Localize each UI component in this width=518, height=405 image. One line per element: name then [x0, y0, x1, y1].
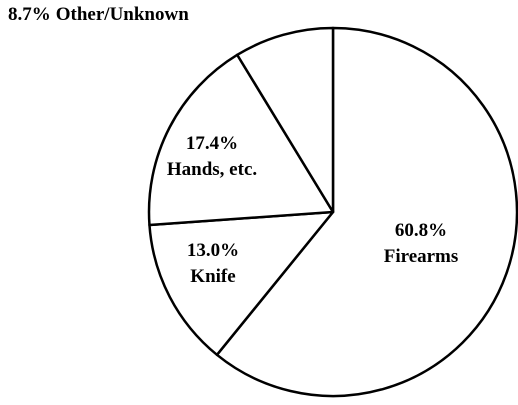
slice-percent: 8.7%: [8, 4, 51, 25]
slice-category: Hands, etc.: [167, 159, 257, 180]
slice-category: Knife: [190, 266, 235, 287]
slice-category: Firearms: [384, 246, 459, 267]
slice-category: Other/Unknown: [56, 4, 189, 25]
slice-percent: 13.0%: [187, 240, 239, 261]
pie-slice: [215, 26, 518, 398]
pie-slice: [147, 53, 335, 227]
pie-slice: [148, 210, 335, 357]
slice-percent: 17.4%: [186, 133, 238, 154]
slice-label: 8.7% Other/Unknown: [8, 4, 189, 25]
slice-percent: 60.8%: [395, 220, 447, 241]
pie-slice: [236, 26, 335, 214]
